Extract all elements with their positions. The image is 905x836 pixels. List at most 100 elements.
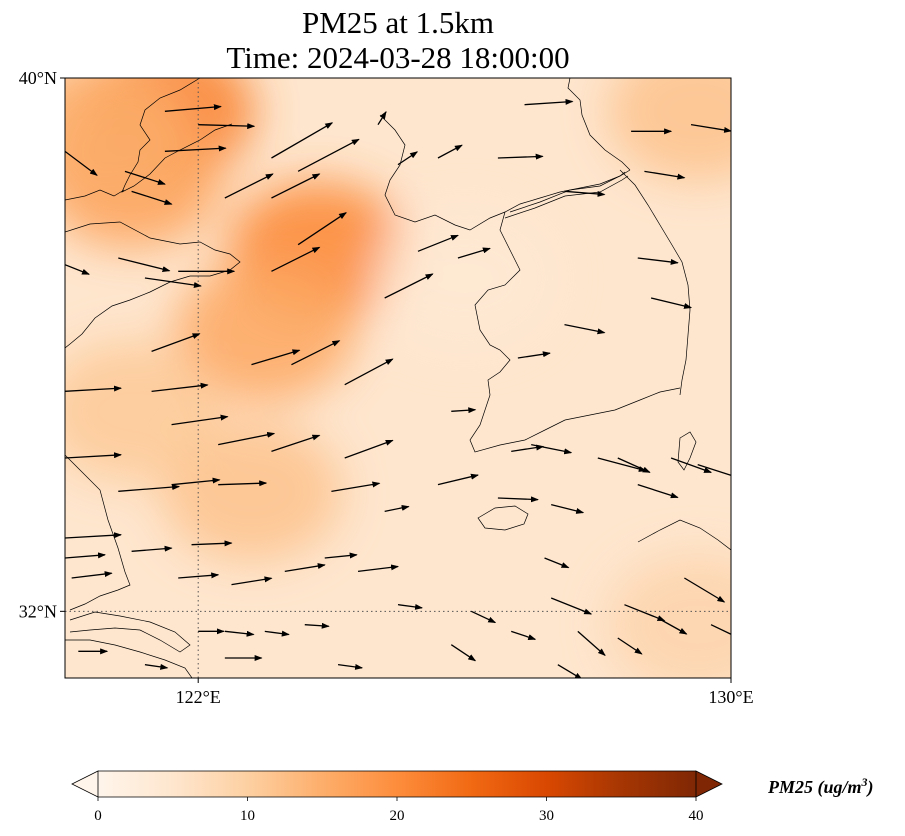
- colorbar-ticks: 0 10 20 30 40: [94, 797, 704, 824]
- wind-vector-86: [511, 630, 537, 640]
- x-tick-122: 122°E: [176, 678, 221, 707]
- wind-vector-22: [118, 257, 171, 273]
- wind-vector-90: [664, 677, 666, 678]
- x-tick-130: 130°E: [708, 678, 754, 707]
- wind-vector-58: [637, 484, 679, 499]
- wind-vector-42: [344, 439, 394, 459]
- x-tick-label-130: 130°E: [708, 687, 753, 707]
- colorbar-tick-0: 0: [94, 797, 102, 824]
- pm25-hotspot-7: [374, 208, 555, 348]
- colorbar-tick-label-20: 20: [390, 808, 405, 824]
- wind-vector-76: [144, 663, 169, 670]
- wind-vector-5: [271, 122, 334, 159]
- wind-vector-85: [470, 610, 497, 624]
- liaodong-coast: [65, 221, 241, 349]
- wind-vector-73: [71, 571, 113, 579]
- wind-vector-89: [617, 637, 643, 655]
- wind-vector-26: [384, 273, 434, 299]
- wind-vector-51: [171, 477, 221, 486]
- wind-vector-56: [497, 496, 539, 503]
- colorbar-extend-min: [71, 770, 99, 798]
- map-area: [65, 78, 731, 678]
- plot-title-line1: PM25 at 1.5km: [301, 5, 495, 40]
- colorbar-tick-label-10: 10: [240, 808, 255, 824]
- x-axis: 122°E 130°E: [176, 678, 754, 707]
- wind-vector-82: [337, 663, 364, 670]
- wind-vector-52: [218, 480, 268, 487]
- wind-vector-34: [344, 358, 394, 386]
- china-south-coast: [65, 454, 131, 611]
- wind-vector-87: [557, 664, 583, 678]
- korea-east-coast: [619, 169, 691, 396]
- jeju-island: [477, 505, 529, 531]
- wind-vector-72: [131, 545, 173, 552]
- wind-vector-29: [650, 297, 693, 309]
- wind-vector-9: [437, 144, 463, 159]
- map-frame: [64, 77, 732, 679]
- colorbar: 0 10 20 30 40 PM25 (ug/m3): [71, 770, 874, 824]
- pm25-hotspot-5: [161, 421, 342, 562]
- liaodong-peninsula: [121, 78, 233, 193]
- x-tick-label-122: 122°E: [176, 687, 221, 707]
- pm25-hotspot-4: [174, 261, 355, 402]
- yangtze-mouth: [69, 611, 191, 653]
- wind-vector-17: [297, 212, 347, 246]
- wind-vector-3: [164, 104, 222, 112]
- wind-vector-43: [511, 444, 545, 452]
- wind-vector-7: [377, 111, 387, 126]
- wind-vector-55: [437, 473, 479, 486]
- wind-vector-77: [224, 630, 255, 637]
- colorbar-tick-30: 30: [539, 797, 554, 824]
- pm25-hotspot-9: [607, 554, 731, 678]
- wind-vector-4: [198, 123, 256, 130]
- colorbar-tick-label-40: 40: [689, 808, 704, 824]
- wind-vector-15: [224, 173, 274, 199]
- wind-vector-13: [690, 124, 731, 133]
- wind-vector-32: [251, 349, 301, 366]
- wind-vector-19: [644, 170, 686, 180]
- wind-vector-70: [684, 577, 726, 603]
- wind-vector-46: [617, 457, 651, 473]
- colorbar-title: PM25 (ug/m3): [767, 775, 874, 798]
- wind-vector-69: [710, 624, 731, 635]
- wind-vector-27: [457, 247, 491, 259]
- wind-vector-59: [65, 532, 122, 539]
- wind-vector-45: [597, 457, 647, 472]
- coastlines: [65, 78, 731, 678]
- wind-vector-14: [131, 190, 173, 205]
- north-east-coast: [569, 89, 631, 171]
- wind-vector-35: [517, 351, 551, 359]
- wind-vector-64: [357, 564, 400, 572]
- yangtze-south: [65, 639, 193, 678]
- wind-vector-1: [124, 170, 166, 185]
- dmz-border: [509, 171, 626, 213]
- wind-vector-47: [670, 457, 713, 474]
- wind-vector-23: [144, 277, 202, 288]
- colorbar-tick-label-30: 30: [539, 808, 554, 824]
- wind-vectors: [65, 98, 731, 678]
- wind-vector-63: [324, 552, 358, 559]
- wind-vector-0: [65, 150, 98, 176]
- wind-vector-40: [218, 431, 276, 446]
- wind-vector-66: [550, 597, 593, 615]
- wind-vector-36: [451, 407, 477, 414]
- y-tick-label-40: 40°N: [19, 68, 57, 88]
- bohai-west: [65, 189, 125, 201]
- wind-vector-80: [264, 630, 290, 637]
- wind-vector-65: [544, 557, 570, 569]
- wind-vector-62: [284, 563, 326, 572]
- wind-vector-88: [577, 630, 606, 656]
- wind-vector-50: [118, 484, 181, 492]
- wind-vector-38: [151, 382, 209, 392]
- wind-vector-25: [271, 246, 321, 272]
- wind-vector-16: [271, 173, 321, 199]
- colorbar-tick-10: 10: [240, 797, 255, 824]
- wind-vector-61: [231, 576, 273, 586]
- y-tick-label-32: 32°N: [19, 601, 57, 621]
- y-tick-40: 40°N: [19, 68, 65, 88]
- gridlines: [65, 78, 731, 678]
- wind-vector-2: [164, 145, 227, 152]
- korea-east-top: [567, 78, 571, 91]
- wind-vector-8: [397, 151, 419, 166]
- wind-vector-20: [564, 190, 606, 197]
